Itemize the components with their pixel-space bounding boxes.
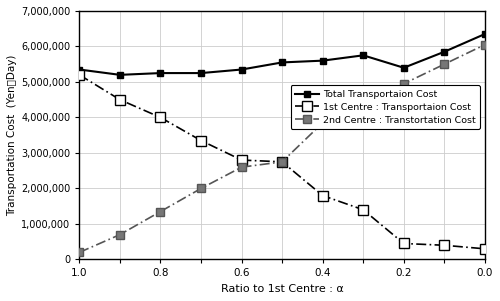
Total Transportaion Cost bbox=[360, 54, 366, 57]
Y-axis label: Transportation Cost  (Yen／Day): Transportation Cost (Yen／Day) bbox=[7, 54, 17, 216]
Total Transportaion Cost bbox=[158, 71, 164, 75]
1st Centre : Transportaion Cost: (0.1, 4e+05): Transportaion Cost: (0.1, 4e+05) bbox=[442, 244, 448, 247]
1st Centre : Transportaion Cost: (0.6, 2.8e+06): Transportaion Cost: (0.6, 2.8e+06) bbox=[238, 158, 244, 162]
2nd Centre : Transtortation Cost: (0.4, 3.85e+06): Transtortation Cost: (0.4, 3.85e+06) bbox=[320, 121, 326, 125]
Line: 2nd Centre : Transtortation Cost: 2nd Centre : Transtortation Cost bbox=[75, 41, 489, 256]
Total Transportaion Cost bbox=[401, 66, 407, 70]
2nd Centre : Transtortation Cost: (0, 6.05e+06): Transtortation Cost: (0, 6.05e+06) bbox=[482, 43, 488, 46]
2nd Centre : Transtortation Cost: (0.6, 2.6e+06): Transtortation Cost: (0.6, 2.6e+06) bbox=[238, 165, 244, 169]
2nd Centre : Transtortation Cost: (0.1, 5.5e+06): Transtortation Cost: (0.1, 5.5e+06) bbox=[442, 62, 448, 66]
1st Centre : Transportaion Cost: (0.3, 1.4e+06): Transportaion Cost: (0.3, 1.4e+06) bbox=[360, 208, 366, 212]
2nd Centre : Transtortation Cost: (0.2, 4.95e+06): Transtortation Cost: (0.2, 4.95e+06) bbox=[401, 82, 407, 85]
1st Centre : Transportaion Cost: (0.5, 2.75e+06): Transportaion Cost: (0.5, 2.75e+06) bbox=[279, 160, 285, 164]
Total Transportaion Cost bbox=[117, 73, 123, 77]
2nd Centre : Transtortation Cost: (0.3, 4.35e+06): Transtortation Cost: (0.3, 4.35e+06) bbox=[360, 103, 366, 107]
1st Centre : Transportaion Cost: (0.2, 4.5e+05): Transportaion Cost: (0.2, 4.5e+05) bbox=[401, 242, 407, 245]
Total Transportaion Cost bbox=[442, 50, 448, 54]
1st Centre : Transportaion Cost: (0.9, 4.5e+06): Transportaion Cost: (0.9, 4.5e+06) bbox=[117, 98, 123, 101]
Total Transportaion Cost bbox=[482, 32, 488, 36]
Total Transportaion Cost bbox=[198, 71, 204, 75]
1st Centre : Transportaion Cost: (1, 5.2e+06): Transportaion Cost: (1, 5.2e+06) bbox=[76, 73, 82, 77]
X-axis label: Ratio to 1st Centre : α: Ratio to 1st Centre : α bbox=[221, 284, 344, 294]
2nd Centre : Transtortation Cost: (0.7, 2e+06): Transtortation Cost: (0.7, 2e+06) bbox=[198, 187, 204, 190]
1st Centre : Transportaion Cost: (0, 3e+05): Transportaion Cost: (0, 3e+05) bbox=[482, 247, 488, 251]
1st Centre : Transportaion Cost: (0.4, 1.8e+06): Transportaion Cost: (0.4, 1.8e+06) bbox=[320, 194, 326, 197]
Total Transportaion Cost bbox=[238, 68, 244, 71]
2nd Centre : Transtortation Cost: (0.5, 2.75e+06): Transtortation Cost: (0.5, 2.75e+06) bbox=[279, 160, 285, 164]
2nd Centre : Transtortation Cost: (1, 2e+05): Transtortation Cost: (1, 2e+05) bbox=[76, 250, 82, 254]
1st Centre : Transportaion Cost: (0.8, 4e+06): Transportaion Cost: (0.8, 4e+06) bbox=[158, 116, 164, 119]
2nd Centre : Transtortation Cost: (0.9, 7e+05): Transtortation Cost: (0.9, 7e+05) bbox=[117, 233, 123, 236]
Total Transportaion Cost bbox=[279, 61, 285, 64]
1st Centre : Transportaion Cost: (0.7, 3.35e+06): Transportaion Cost: (0.7, 3.35e+06) bbox=[198, 139, 204, 142]
Total Transportaion Cost bbox=[76, 68, 82, 71]
Legend: Total Transportaion Cost, 1st Centre : Transportaion Cost, 2nd Centre : Transtor: Total Transportaion Cost, 1st Centre : T… bbox=[290, 85, 480, 129]
2nd Centre : Transtortation Cost: (0.8, 1.35e+06): Transtortation Cost: (0.8, 1.35e+06) bbox=[158, 210, 164, 213]
Line: Total Transportaion Cost: Total Transportaion Cost bbox=[76, 30, 488, 78]
Total Transportaion Cost bbox=[320, 59, 326, 62]
Line: 1st Centre : Transportaion Cost: 1st Centre : Transportaion Cost bbox=[74, 70, 490, 254]
